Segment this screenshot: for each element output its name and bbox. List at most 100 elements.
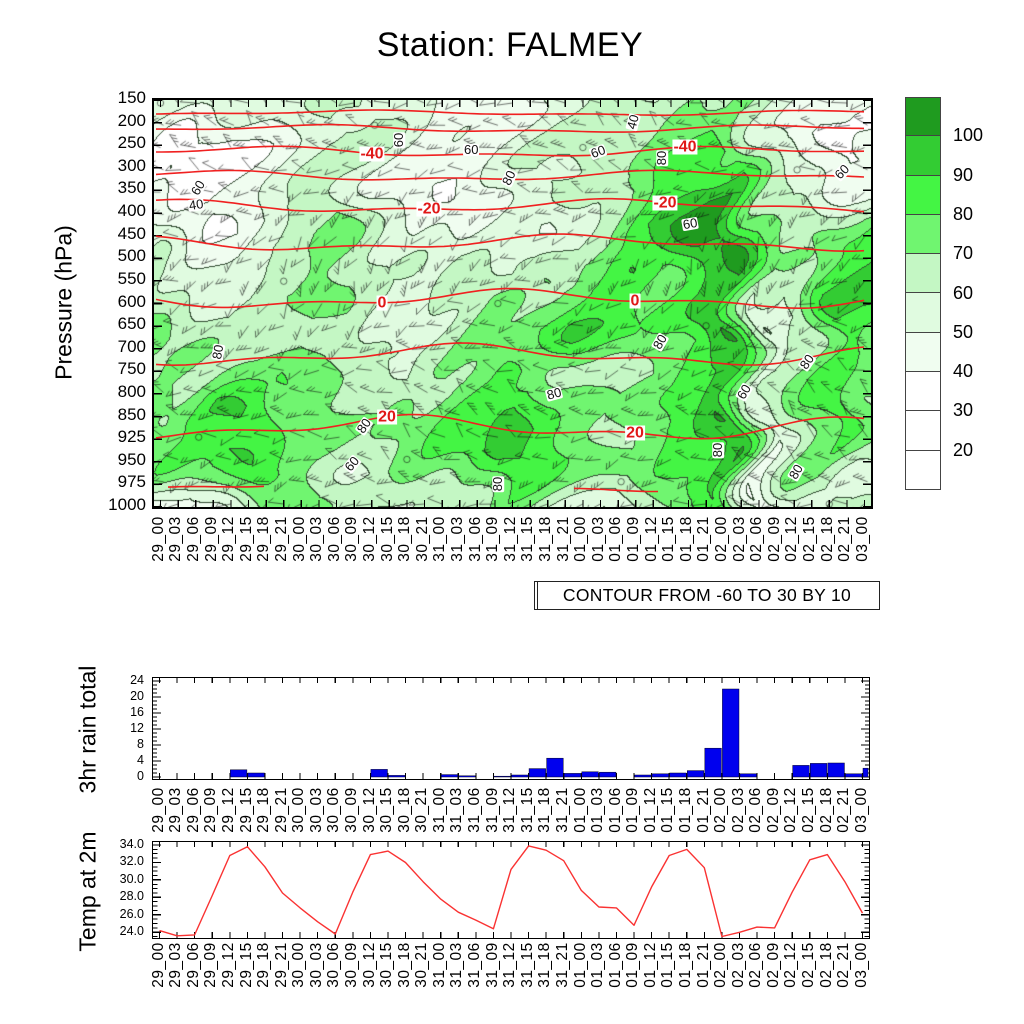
time-tick-label-main: 30_09 [343, 512, 361, 566]
time-tick-label-main: 02_09 [766, 512, 784, 566]
rain-tick-label: 20 [130, 689, 144, 703]
time-tick-label-rain: 02_12 [782, 783, 800, 837]
time-tick-label-temp: 31_21 [554, 938, 572, 992]
time-tick-label-temp: 31_03 [448, 938, 466, 992]
time-tick-label-rain: 02_03 [729, 783, 747, 837]
time-tick-text: 29_15 [237, 516, 255, 562]
time-tick-label-main: 31_06 [466, 512, 484, 566]
time-tick-text: 30_21 [413, 787, 431, 833]
time-tick-label-temp: 30_09 [343, 938, 361, 992]
pressure-tick-label: 150 [117, 88, 146, 107]
time-tick-label-rain: 01_21 [694, 783, 712, 837]
colorbar-swatch [905, 332, 941, 373]
time-tick-text: 29_18 [255, 516, 273, 562]
isotherm-label: -20 [652, 194, 678, 212]
colorbar-swatch [905, 97, 941, 137]
time-tick-label-main: 03_00 [854, 512, 872, 566]
time-tick-label-rain: 03_00 [853, 783, 871, 837]
time-tick-label-rain: 30_12 [360, 783, 378, 837]
time-tick-text: 02_12 [782, 787, 800, 833]
time-tick-label-rain: 29_00 [150, 783, 168, 837]
time-tick-text: 31_18 [536, 787, 554, 833]
isotherm-label: 0 [376, 294, 388, 312]
temp-tick-label: 24.0 [119, 924, 144, 939]
rh-contour-label: 80 [710, 441, 726, 459]
time-tick-label-temp: 02_21 [835, 938, 853, 992]
time-tick-text: 02_18 [817, 942, 835, 988]
time-tick-label-rain: 01_18 [677, 783, 695, 837]
rain-bar [546, 757, 564, 778]
colorbar-swatch [905, 411, 941, 451]
time-tick-text: 02_21 [834, 787, 852, 833]
cross-section-plot: -40 -40 -20 -20 0 0 20 20 60 40 60 60 80 40 60 80 60 60 80… [152, 98, 873, 509]
pressure-tick-label: 750 [117, 359, 146, 379]
time-tick-text: 31_06 [465, 787, 483, 833]
time-tick-text: 01_09 [624, 516, 642, 562]
time-tick-label-main: 02_21 [836, 512, 854, 566]
rain-tick-label: 0 [137, 769, 144, 783]
rain-bar [230, 769, 248, 778]
time-tick-label-temp: 02_00 [712, 938, 730, 992]
rh-contour-label: 80 [209, 342, 227, 362]
time-tick-text: 02_18 [818, 516, 836, 562]
time-tick-label-rain: 29_12 [220, 783, 238, 837]
rain-bar [511, 774, 529, 778]
time-tick-label-rain: 29_03 [167, 783, 185, 837]
time-tick-text: 31_09 [483, 787, 501, 833]
rain-tick-label: 12 [130, 721, 144, 735]
time-tick-text: 29_18 [254, 942, 272, 988]
time-tick-text: 01_06 [607, 516, 625, 562]
time-tick-text: 29_12 [219, 787, 237, 833]
time-tick-text: 02_06 [747, 516, 765, 562]
time-tick-text: 30_18 [395, 942, 413, 988]
time-tick-label-rain: 29_09 [202, 783, 220, 837]
colorbar-tick-label: 90 [953, 164, 974, 185]
time-tick-text: 30_15 [377, 787, 395, 833]
time-tick-text: 30_18 [395, 516, 413, 562]
time-tick-label-temp: 31_12 [501, 938, 519, 992]
rain-bar [687, 770, 705, 778]
pressure-tick-label: 450 [117, 223, 146, 243]
time-tick-label-rain: 01_00 [571, 783, 589, 837]
time-tick-label-main: 02_03 [730, 512, 748, 566]
pressure-tick-label: 350 [117, 178, 146, 198]
time-tick-text: 31_12 [501, 942, 519, 988]
time-tick-label-temp: 01_15 [659, 938, 677, 992]
time-tick-text: 31_15 [519, 516, 537, 562]
rain-bar [792, 765, 810, 778]
time-tick-label-temp: 01_06 [606, 938, 624, 992]
time-tick-text: 31_06 [465, 942, 483, 988]
rain-bars [153, 678, 869, 779]
time-tick-label-temp: 31_09 [483, 938, 501, 992]
time-tick-text: 02_15 [799, 942, 817, 988]
time-tick-text: 29_12 [219, 516, 237, 562]
rain-bar [862, 767, 869, 778]
time-tick-text: 31_18 [536, 516, 554, 562]
colorbar-tick-label: 50 [953, 321, 974, 342]
time-tick-text: 01_15 [659, 516, 677, 562]
time-tick-label-rain: 29_15 [237, 783, 255, 837]
time-tick-text: 30_00 [290, 787, 308, 833]
time-tick-label-main: 01_15 [660, 512, 678, 566]
time-tick-label-main: 29_03 [167, 512, 185, 566]
time-tick-text: 29_15 [237, 942, 255, 988]
time-tick-label-main: 30_12 [361, 512, 379, 566]
time-tick-text: 29_12 [219, 942, 237, 988]
time-tick-label-rain: 02_00 [712, 783, 730, 837]
time-tick-text: 31_06 [466, 516, 484, 562]
time-tick-label-rain: 29_18 [255, 783, 273, 837]
time-tick-label-temp: 01_21 [694, 938, 712, 992]
time-tick-text: 31_21 [554, 516, 572, 562]
time-tick-text: 29_00 [149, 516, 167, 562]
time-tick-text: 30_00 [290, 942, 308, 988]
time-tick-label-temp: 03_00 [853, 938, 871, 992]
time-tick-text: 31_21 [553, 942, 571, 988]
time-tick-label-main: 29_15 [238, 512, 256, 566]
time-tick-text: 01_03 [588, 787, 606, 833]
rain-bar [722, 688, 740, 778]
rain-bar [845, 773, 863, 778]
time-tick-label-temp: 29_00 [150, 938, 168, 992]
isotherm-contours-and-ticks [154, 99, 871, 508]
time-tick-text: 01_21 [695, 516, 713, 562]
time-tick-label-rain: 01_06 [606, 783, 624, 837]
